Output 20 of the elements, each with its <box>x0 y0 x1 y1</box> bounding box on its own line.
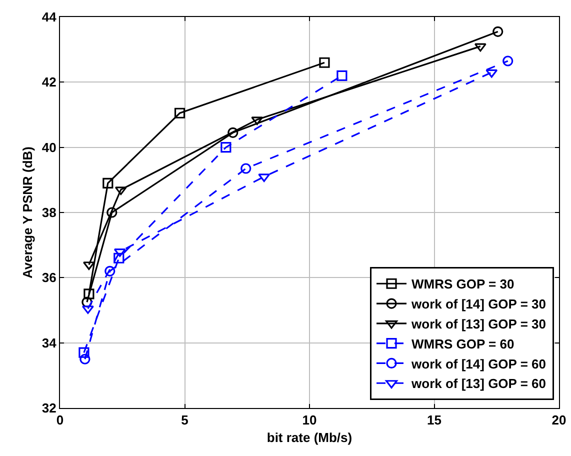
legend-label: work of [14] GOP = 30 <box>410 296 546 312</box>
x-axis-title: bit rate (Mb/s) <box>266 430 352 446</box>
legend-label: WMRS GOP = 60 <box>412 336 514 352</box>
x-tick-label: 5 <box>181 412 188 428</box>
x-tick-label: 15 <box>427 412 442 428</box>
legend-label: WMRS GOP = 30 <box>412 276 514 292</box>
y-tick-label: 38 <box>42 205 56 220</box>
y-tick-label: 36 <box>42 270 56 286</box>
y-tick-label: 42 <box>42 74 56 90</box>
y-tick-label: 44 <box>42 10 58 25</box>
x-tick-label: 10 <box>302 412 317 428</box>
y-tick-label: 32 <box>42 400 56 416</box>
legend-label: work of [13] GOP = 60 <box>410 376 546 392</box>
y-tick-label: 34 <box>42 335 58 350</box>
legend-label: work of [14] GOP = 60 <box>410 356 546 372</box>
y-axis-title: Average Y PSNR (dB) <box>20 146 35 278</box>
x-tick-label: 0 <box>56 412 64 428</box>
legend-label: work of [13] GOP = 30 <box>410 316 546 332</box>
x-tick-label: 20 <box>552 412 566 428</box>
y-tick-label: 40 <box>42 140 56 155</box>
